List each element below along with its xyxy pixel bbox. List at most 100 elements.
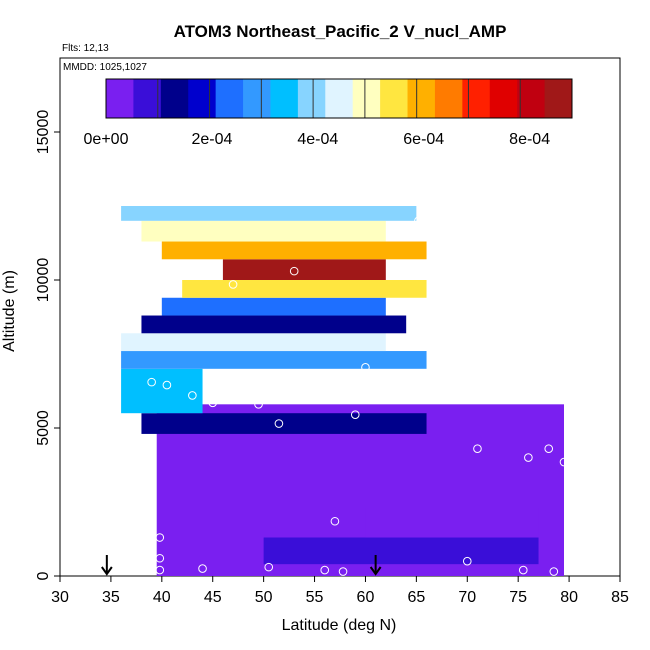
colorbar-swatch-10 (380, 79, 409, 118)
arrow-marker (369, 555, 382, 576)
heatmap-cell-1 (263, 537, 539, 565)
x-axis: 30 35 40 45 50 55 60 65 70 75 80 85 (51, 576, 629, 606)
sample-point (139, 435, 148, 445)
y-tick-label: 10000 (35, 258, 52, 303)
sample-point (188, 391, 197, 400)
y-tick-label: 15000 (35, 110, 52, 155)
colorbar-swatch-2 (160, 79, 189, 118)
heatmap-cell-11 (161, 241, 427, 260)
colorbar-swatch-7 (297, 79, 326, 118)
sample-point (338, 567, 348, 576)
heatmap-cell-4 (121, 368, 203, 414)
sample-point (162, 380, 172, 390)
sample-point (503, 386, 513, 396)
sample-point (289, 266, 299, 276)
sample-point (155, 553, 165, 563)
arrow-marker (101, 555, 113, 576)
sample-point (544, 444, 554, 454)
sample-point (264, 562, 274, 572)
x-tick-label: 35 (102, 589, 120, 606)
x-tick-label: 60 (357, 589, 375, 606)
colorbar-swatch-3 (188, 79, 217, 118)
flights-label: Flts: 12,13 (62, 43, 109, 54)
heatmap-cell-10 (222, 259, 386, 280)
dates-label: MMDD: 1025,1027 (63, 62, 147, 73)
colorbar-tick-label: 2e-04 (191, 131, 232, 148)
sample-point (559, 457, 569, 467)
sample-point (147, 377, 156, 387)
heatmap-cell-6 (121, 333, 386, 352)
x-tick-label: 85 (611, 589, 629, 606)
sample-point (350, 410, 360, 419)
sample-point (254, 400, 263, 409)
sample-point (198, 564, 207, 573)
sample-point (330, 516, 340, 526)
sample-point (534, 349, 543, 359)
colorbar-swatch-16 (544, 79, 573, 118)
heatmap-cell-7 (141, 315, 407, 334)
colorbar-swatch-14 (489, 79, 518, 118)
colorbar-swatch-0 (106, 79, 134, 118)
colorbar-tick-label: 0e+00 (84, 131, 129, 148)
y-axis-label: Altitude (m) (1, 270, 18, 352)
sample-point (142, 278, 151, 288)
sample-point (361, 363, 370, 372)
sample-point (320, 565, 330, 575)
colorbar-tick-label: 4e-04 (297, 131, 338, 148)
sample-point (155, 565, 165, 575)
colorbar-swatch-8 (325, 79, 354, 118)
colorbar-swatch-11 (407, 79, 436, 118)
colorbar-swatch-15 (517, 79, 546, 118)
x-tick-label: 75 (509, 589, 527, 606)
sample-point (172, 278, 182, 288)
heatmap-cell-8 (161, 297, 386, 316)
sample-point (549, 567, 559, 576)
sample-point (274, 419, 284, 428)
heatmap-cell-13 (121, 206, 417, 221)
colorbar-swatch-13 (462, 79, 491, 118)
sample-point (208, 398, 218, 408)
colorbar-swatch-6 (270, 79, 299, 118)
y-tick-label: 5000 (35, 410, 52, 446)
colorbar-swatch-5 (243, 79, 271, 118)
sample-point (518, 565, 528, 575)
colorbar-frame (105, 78, 573, 119)
colorbar: 0e+00 2e-04 4e-04 6e-04 8e-04 (84, 78, 573, 148)
sample-point (524, 453, 533, 462)
y-axis: 0 5000 10000 15000 (35, 110, 60, 580)
heatmap-cell-2 (365, 507, 539, 538)
x-tick-label: 30 (51, 589, 69, 606)
chart-title: ATOM3 Northeast_Pacific_2 V_nucl_AMP (174, 22, 507, 41)
heatmap-cell-3 (141, 413, 427, 434)
sample-points (139, 216, 569, 576)
x-tick-label: 65 (407, 589, 425, 606)
heatmap-field (121, 206, 564, 576)
sample-point (483, 266, 492, 276)
colorbar-swatch-12 (434, 79, 463, 118)
colorbar-swatch-9 (352, 79, 381, 118)
sample-point (315, 379, 324, 388)
sample-point (473, 444, 482, 454)
x-axis-label: Latitude (deg N) (282, 617, 397, 634)
colorbar-swatch-4 (215, 79, 244, 118)
sample-point (228, 280, 238, 289)
x-tick-label: 55 (306, 589, 324, 606)
colorbar-tick-label: 6e-04 (403, 131, 444, 148)
arrow-markers (101, 555, 382, 576)
x-tick-label: 50 (255, 589, 273, 606)
sample-point (414, 216, 423, 226)
x-tick-label: 70 (458, 589, 476, 606)
colorbar-swatch-1 (133, 79, 162, 118)
y-tick-label: 0 (35, 571, 52, 580)
x-tick-label: 40 (153, 589, 171, 606)
colorbar-tick-label: 8e-04 (509, 131, 550, 148)
sample-point (452, 360, 462, 369)
plot-area (59, 57, 621, 577)
x-tick-label: 80 (560, 589, 578, 606)
heatmap-cell-9 (182, 280, 427, 298)
sample-point (155, 533, 165, 542)
heatmap-cell-5 (121, 351, 427, 369)
sample-point (462, 556, 472, 566)
heatmap-cell-12 (141, 220, 386, 242)
